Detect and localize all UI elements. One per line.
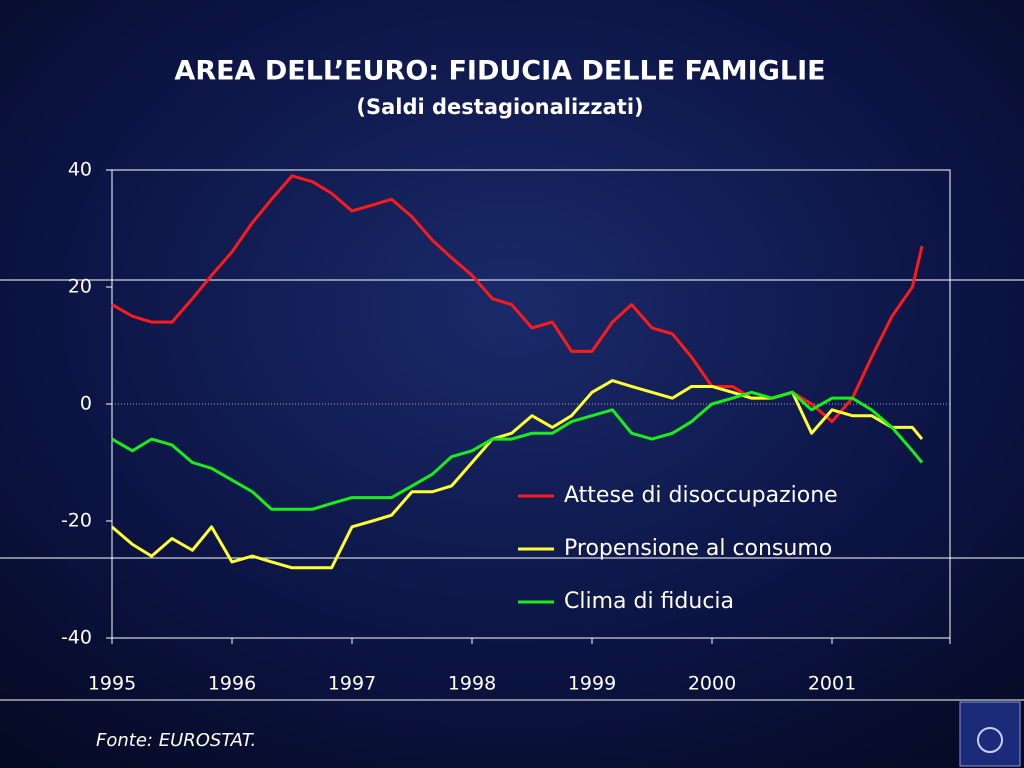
logo-emblem [977,727,1003,753]
legend-label: Clima di fiducia [564,589,734,614]
x-tick-label: 2001 [808,673,856,695]
source-note: Fonte: EUROSTAT. [96,730,256,751]
y-tick-label: -40 [61,627,92,649]
legend-label: Propensione al consumo [564,536,832,561]
y-tick-label: 40 [68,159,92,181]
x-tick-label: 1995 [88,673,136,695]
logo [959,701,1021,767]
y-tick-label: 0 [80,393,92,415]
y-tick-label: -20 [61,510,92,532]
x-tick-label: 2000 [688,673,736,695]
x-tick-label: 1999 [568,673,616,695]
logo-box [959,701,1021,767]
y-tick-label: 20 [68,276,92,298]
series-line [111,379,924,570]
chart-subtitle: (Saldi destagionalizzati) [356,95,643,119]
x-tick-label: 1998 [448,673,496,695]
series-line [111,390,924,511]
chart-title: AREA DELL’EURO: FIDUCIA DELLE FAMIGLIE [174,56,825,87]
x-tick-label: 1996 [208,673,256,695]
legend-label: Attese di disoccupazione [564,483,838,508]
x-tick-label: 1997 [328,673,376,695]
